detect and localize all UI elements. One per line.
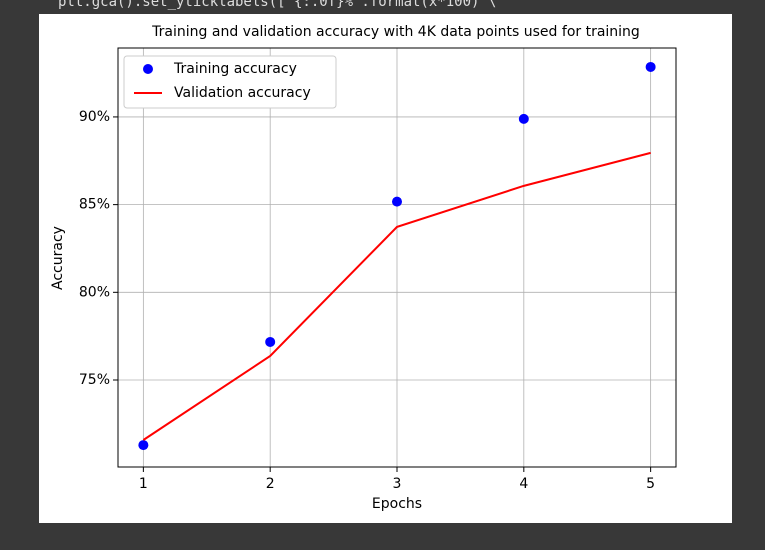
legend-box	[123, 55, 337, 109]
x-tick-label: 2	[266, 476, 275, 492]
legend-marker	[143, 64, 153, 74]
x-tick-label: 3	[393, 476, 402, 492]
y-tick-label: 75%	[79, 372, 110, 388]
data-point	[265, 336, 276, 347]
data-point	[392, 196, 402, 207]
y-tick-label: 85%	[79, 197, 110, 213]
legend-label: Training accuracy	[173, 61, 297, 77]
axes-frame	[117, 47, 677, 468]
x-tick-label: 1	[139, 476, 148, 492]
x-axis-label: Epochs	[372, 496, 422, 512]
data-line	[142, 151, 651, 441]
chart-title: Training and validation accuracy with 4K…	[151, 24, 640, 40]
y-tick-label: 90%	[79, 109, 110, 125]
legend-label: Validation accuracy	[174, 85, 311, 101]
code-line: plt.gca().set_yticklabels(['{:.0f}%'.for…	[58, 0, 496, 10]
x-tick-label: 4	[519, 476, 528, 492]
data-point	[138, 440, 149, 451]
y-axis-label: Accuracy	[50, 226, 66, 290]
y-tick-label: 80%	[79, 284, 110, 300]
x-tick-label: 5	[646, 476, 655, 492]
data-point	[518, 113, 529, 124]
data-point	[645, 61, 656, 72]
